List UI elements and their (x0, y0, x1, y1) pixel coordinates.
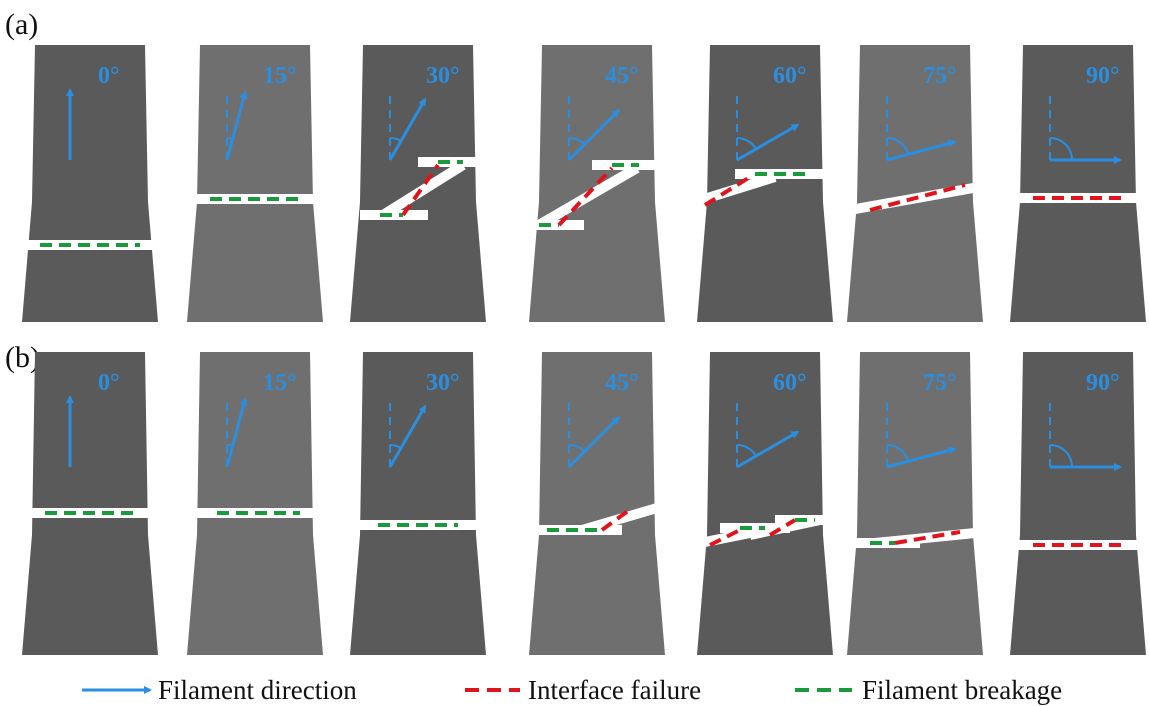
specimen: 15° (187, 352, 325, 655)
angle-label: 75° (923, 63, 957, 89)
specimen: 15° (187, 45, 325, 322)
angle-label: 0° (98, 370, 120, 396)
angle-label: 45° (605, 370, 639, 396)
specimen-body (847, 352, 983, 655)
specimen-body (529, 352, 665, 655)
angle-label: 90° (1086, 63, 1120, 89)
specimen: 60° (690, 352, 840, 655)
specimen-body (697, 352, 833, 655)
angle-label: 15° (263, 370, 297, 396)
specimen: 75° (847, 352, 985, 655)
legend-text: Filament direction (158, 675, 357, 705)
specimen-body (187, 352, 323, 655)
specimen: 45° (519, 45, 665, 322)
specimen: 75° (847, 45, 990, 322)
specimen-body (1010, 352, 1146, 655)
specimen: 0° (22, 352, 160, 655)
specimen: 0° (20, 45, 165, 322)
specimen-body (1010, 45, 1146, 322)
angle-label: 30° (426, 370, 460, 396)
angle-label: 15° (263, 63, 297, 89)
specimen-body (350, 45, 486, 322)
specimen: 30° (350, 352, 486, 655)
specimen: 45° (527, 352, 665, 655)
specimen-body (529, 45, 665, 322)
specimen: 90° (1010, 352, 1148, 655)
legend-text: Filament breakage (862, 675, 1062, 705)
legend-text: Interface failure (528, 675, 701, 705)
specimen-body (22, 45, 158, 322)
angle-label: 75° (923, 370, 957, 396)
specimen-body (187, 45, 323, 322)
angle-label: 0° (98, 63, 120, 89)
panel-label: (a) (5, 8, 38, 41)
specimen-body (847, 45, 983, 322)
specimen-body (22, 352, 158, 655)
specimen: 60° (685, 45, 833, 322)
angle-label: 90° (1086, 370, 1120, 396)
angle-label: 45° (605, 63, 639, 89)
angle-label: 60° (773, 370, 807, 396)
angle-label: 30° (426, 63, 460, 89)
specimen-body (350, 352, 486, 655)
angle-label: 60° (773, 63, 807, 89)
specimen: 30° (350, 45, 488, 322)
figure: (a)0°15°30°45°60°75°90°(b)0°15°30°45°60°… (0, 0, 1149, 706)
specimen: 90° (1010, 45, 1148, 322)
